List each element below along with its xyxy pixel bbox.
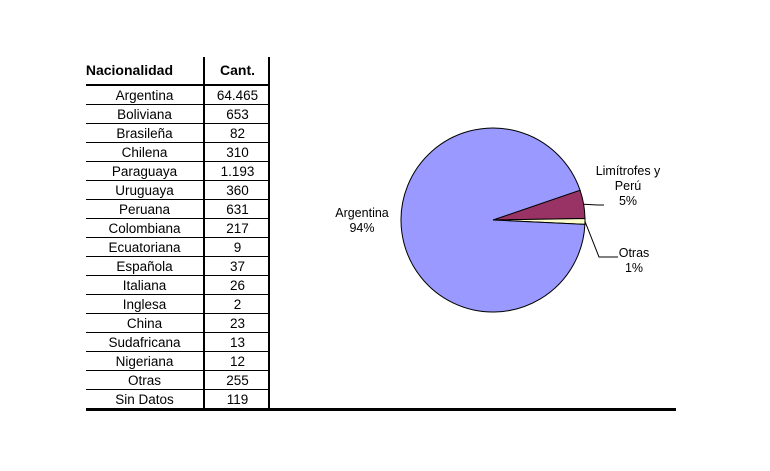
nationality-cell: Colombiana — [86, 218, 205, 238]
count-cell: 12 — [204, 351, 270, 371]
count-cell: 631 — [204, 199, 270, 219]
count-cell: 9 — [204, 237, 270, 257]
table-row: China 23 — [86, 313, 270, 333]
table-row: Brasileña 82 — [86, 123, 270, 143]
count-cell: 1.193 — [204, 161, 270, 181]
pie-label-line: 5% — [619, 194, 637, 208]
table-row: Ecuatoriana 9 — [86, 237, 270, 257]
nationality-table-container: Nacionalidad Cant. Argentina 64.465 Bolivi… — [86, 57, 270, 409]
table-row: Argentina 64.465 — [86, 85, 270, 105]
pie-label-line: Limítrofes y — [596, 164, 661, 178]
bottom-rule — [86, 408, 676, 411]
pie-label-otras: Otras 1% — [619, 246, 650, 275]
nationality-cell: Uruguaya — [86, 180, 205, 200]
table-right-border — [268, 57, 270, 409]
nationality-cell: Española — [86, 256, 205, 276]
nationality-cell: Peruana — [86, 199, 205, 219]
pie-slices — [400, 127, 586, 313]
nationality-cell: Ecuatoriana — [86, 237, 205, 257]
nationality-cell: Sudafricana — [86, 332, 205, 352]
nationality-cell: Otras — [86, 370, 205, 390]
table-row: Uruguaya 360 — [86, 180, 270, 200]
nationality-cell: Chilena — [86, 142, 205, 162]
header-count: Cant. — [204, 57, 270, 86]
nationality-cell: Boliviana — [86, 104, 205, 124]
pie-labels: Argentina 94% Limítrofes y Perú 5% Otras 1% — [335, 164, 661, 275]
nationality-cell: Paraguaya — [86, 161, 205, 181]
pie-label-line: 1% — [625, 261, 643, 275]
table-row: Española 37 — [86, 256, 270, 276]
nationality-cell: Sin Datos — [86, 389, 205, 409]
pie-label-line: Argentina — [335, 206, 389, 220]
count-cell: 217 — [204, 218, 270, 238]
leader-line — [584, 221, 618, 258]
count-cell: 37 — [204, 256, 270, 276]
count-cell: 119 — [204, 389, 270, 409]
pie-label-line: Perú — [615, 179, 641, 193]
count-cell: 64.465 — [204, 85, 270, 105]
table-row: Otras 255 — [86, 370, 270, 390]
table-row: Colombiana 217 — [86, 218, 270, 238]
count-cell: 13 — [204, 332, 270, 352]
count-cell: 2 — [204, 294, 270, 314]
table-row: Peruana 631 — [86, 199, 270, 219]
count-cell: 653 — [204, 104, 270, 124]
pie-leader-lines — [583, 203, 618, 258]
table-header-row: Nacionalidad Cant. — [86, 57, 270, 86]
table-row: Inglesa 2 — [86, 294, 270, 314]
count-cell: 310 — [204, 142, 270, 162]
pie-label-line: 94% — [349, 221, 374, 235]
table-row: Nigeriana 12 — [86, 351, 270, 371]
table-body: Argentina 64.465 Boliviana 653 Brasileña 82 Ch… — [86, 85, 270, 409]
table-row: Sin Datos 119 — [86, 389, 270, 409]
table-row: Sudafricana 13 — [86, 332, 270, 352]
leader-line — [583, 203, 604, 206]
table-row: Boliviana 653 — [86, 104, 270, 124]
count-cell: 255 — [204, 370, 270, 390]
nationality-pie-chart: Argentina 94% Limítrofes y Perú 5% Otras 1% — [335, 127, 661, 313]
table-row: Chilena 310 — [86, 142, 270, 162]
nationality-cell: Brasileña — [86, 123, 205, 143]
pie-label-line: Otras — [619, 246, 650, 260]
count-cell: 360 — [204, 180, 270, 200]
count-cell: 26 — [204, 275, 270, 295]
pie-label-lim-trofes-y-per: Limítrofes y Perú 5% — [596, 164, 661, 208]
pie-slice-argentina — [400, 127, 586, 313]
nationality-cell: Argentina — [86, 85, 205, 105]
count-cell: 82 — [204, 123, 270, 143]
table-row: Paraguaya 1.193 — [86, 161, 270, 181]
nationality-cell: Nigeriana — [86, 351, 205, 371]
nationality-cell: Inglesa — [86, 294, 205, 314]
nationality-cell: China — [86, 313, 205, 333]
pie-label-argentina: Argentina 94% — [335, 206, 389, 235]
table-row: Italiana 26 — [86, 275, 270, 295]
nationality-table: Nacionalidad Cant. Argentina 64.465 Bolivi… — [86, 57, 270, 409]
header-nationality: Nacionalidad — [86, 57, 205, 86]
count-cell: 23 — [204, 313, 270, 333]
nationality-cell: Italiana — [86, 275, 205, 295]
